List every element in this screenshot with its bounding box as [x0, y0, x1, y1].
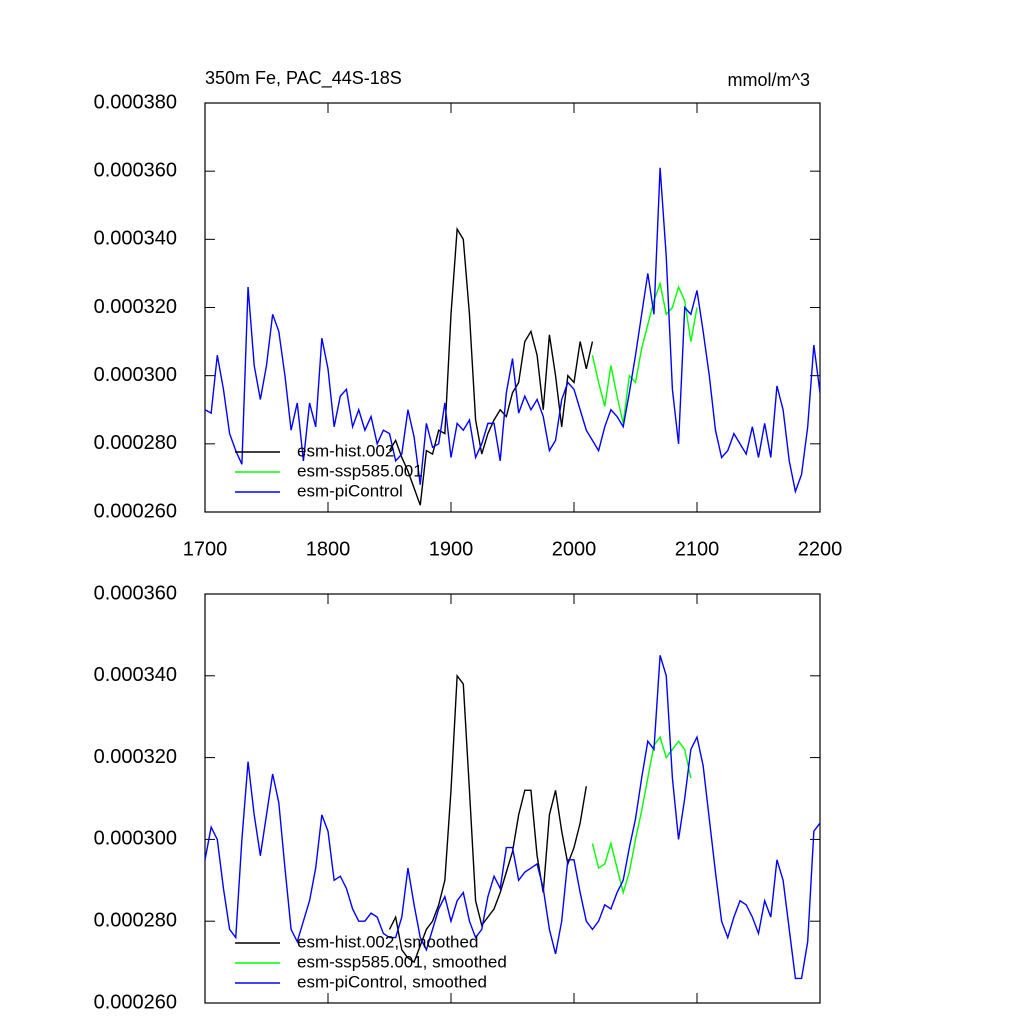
y-tick-label: 0.000340 [94, 228, 177, 250]
chart-title: 350m Fe, PAC_44S-18S [205, 68, 402, 89]
y-tick-label: 0.000340 [94, 664, 177, 686]
y-tick-label: 0.000280 [94, 909, 177, 931]
y-tick-label: 0.000320 [94, 746, 177, 768]
series-line [388, 226, 594, 506]
y-tick-label: 0.000300 [94, 364, 177, 386]
series-line [388, 673, 587, 964]
x-tick-label: 2000 [552, 538, 597, 560]
x-tick-label: 1700 [183, 538, 228, 560]
x-tick-label: 1900 [429, 538, 474, 560]
series-line [204, 167, 821, 495]
legend-label: esm-hist.002, smoothed [297, 932, 478, 951]
legend-label: esm-ssp585.001, smoothed [297, 952, 507, 971]
x-tick-label: 2200 [798, 538, 843, 560]
series-line [204, 655, 821, 980]
y-tick-label: 0.000360 [94, 582, 177, 604]
y-tick-label: 0.000360 [94, 159, 177, 181]
legend-label: esm-piControl [297, 481, 403, 500]
units-label: mmol/m^3 [728, 70, 810, 90]
y-tick-label: 0.000260 [94, 991, 177, 1013]
y-tick-label: 0.000380 [94, 91, 177, 113]
series-line [591, 281, 698, 424]
y-tick-label: 0.000280 [94, 432, 177, 454]
y-tick-label: 0.000300 [94, 828, 177, 850]
series-line [591, 735, 692, 896]
x-tick-label: 1800 [306, 538, 351, 560]
legend-label: esm-piControl, smoothed [297, 972, 487, 991]
x-tick-label: 2100 [675, 538, 720, 560]
plot-frame [204, 593, 821, 1004]
legend-label: esm-ssp585.001 [297, 461, 423, 480]
legend-label: esm-hist.002 [297, 441, 394, 460]
y-tick-label: 0.000320 [94, 296, 177, 318]
y-tick-label: 0.000260 [94, 500, 177, 522]
